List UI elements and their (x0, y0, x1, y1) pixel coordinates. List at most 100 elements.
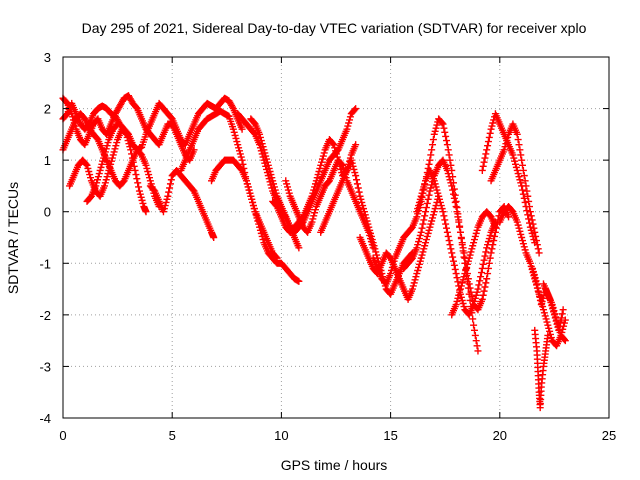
data-point (478, 264, 486, 272)
data-point (413, 208, 421, 216)
data-point (358, 198, 366, 206)
data-point (320, 149, 328, 157)
data-point (254, 217, 262, 225)
data-point (100, 182, 108, 190)
y-tick-label: 0 (44, 205, 51, 220)
data-point (233, 138, 241, 146)
data-point (113, 121, 121, 129)
data-point (453, 297, 461, 305)
data-point (519, 240, 527, 248)
data-point (474, 285, 482, 293)
data-point (442, 132, 450, 140)
data-point (456, 285, 464, 293)
data-point (524, 192, 532, 200)
data-point (554, 322, 562, 330)
data-point (109, 151, 117, 159)
data-point (95, 170, 103, 178)
data-point (488, 245, 496, 253)
data-point (454, 278, 462, 286)
data-point (485, 259, 493, 267)
data-point (284, 186, 292, 194)
data-point (82, 160, 90, 168)
data-point (443, 166, 451, 174)
x-tick-label: 10 (274, 428, 288, 443)
data-point (311, 206, 319, 214)
data-point (525, 197, 533, 205)
data-point (555, 325, 563, 333)
data-point (125, 140, 133, 148)
data-point (513, 166, 521, 174)
data-point (256, 223, 264, 231)
data-point (235, 147, 243, 155)
data-point (424, 195, 432, 203)
data-point (272, 189, 280, 197)
data-point (552, 313, 560, 321)
data-point (472, 229, 480, 237)
data-point (451, 198, 459, 206)
data-point (560, 319, 568, 327)
data-point (373, 251, 381, 259)
data-point (101, 179, 109, 187)
data-point (419, 186, 427, 194)
data-point (371, 245, 379, 253)
data-point (469, 242, 477, 250)
data-point (353, 180, 361, 188)
data-point (348, 159, 356, 167)
data-point (447, 161, 455, 169)
data-point (490, 237, 498, 245)
data-point (344, 122, 352, 130)
data-point (411, 276, 419, 284)
data-point (166, 184, 174, 192)
data-point (481, 154, 489, 162)
data-point (460, 273, 468, 281)
data-point (477, 273, 485, 281)
data-point (463, 260, 471, 268)
data-point (230, 128, 238, 136)
data-point (343, 125, 351, 133)
data-point (311, 180, 319, 188)
data-point (467, 248, 475, 256)
data-point (309, 189, 317, 197)
data-point (129, 158, 137, 166)
data-point (438, 119, 446, 127)
data-point (231, 131, 239, 139)
data-point (261, 149, 269, 157)
data-point (434, 189, 442, 197)
data-point (557, 314, 565, 322)
data-point (481, 283, 489, 291)
data-point (352, 172, 360, 180)
data-point (314, 171, 322, 179)
data-point (484, 241, 492, 249)
data-point (437, 202, 445, 210)
data-point (416, 195, 424, 203)
data-point (439, 208, 447, 216)
data-point (482, 279, 490, 287)
series-arc-18 (448, 208, 499, 319)
data-point (558, 310, 566, 318)
data-point (452, 203, 460, 211)
data-point (516, 146, 524, 154)
data-point (470, 326, 478, 334)
data-point (330, 141, 338, 149)
data-point (452, 270, 460, 278)
data-point (452, 301, 460, 309)
data-point (441, 216, 449, 224)
data-point (487, 125, 495, 133)
data-point (338, 160, 346, 168)
data-point (549, 304, 557, 312)
data-point (475, 281, 483, 289)
data-point (484, 238, 492, 246)
data-point (410, 279, 418, 287)
data-point (522, 182, 530, 190)
x-tick-label: 5 (169, 428, 176, 443)
data-point (266, 167, 274, 175)
data-point (121, 129, 129, 137)
data-point (310, 212, 318, 220)
data-point (239, 160, 247, 168)
data-point (346, 113, 354, 121)
series-arc-16 (400, 156, 513, 314)
data-point (518, 156, 526, 164)
data-point (523, 187, 531, 195)
data-point (258, 140, 266, 148)
data-point (107, 157, 115, 165)
